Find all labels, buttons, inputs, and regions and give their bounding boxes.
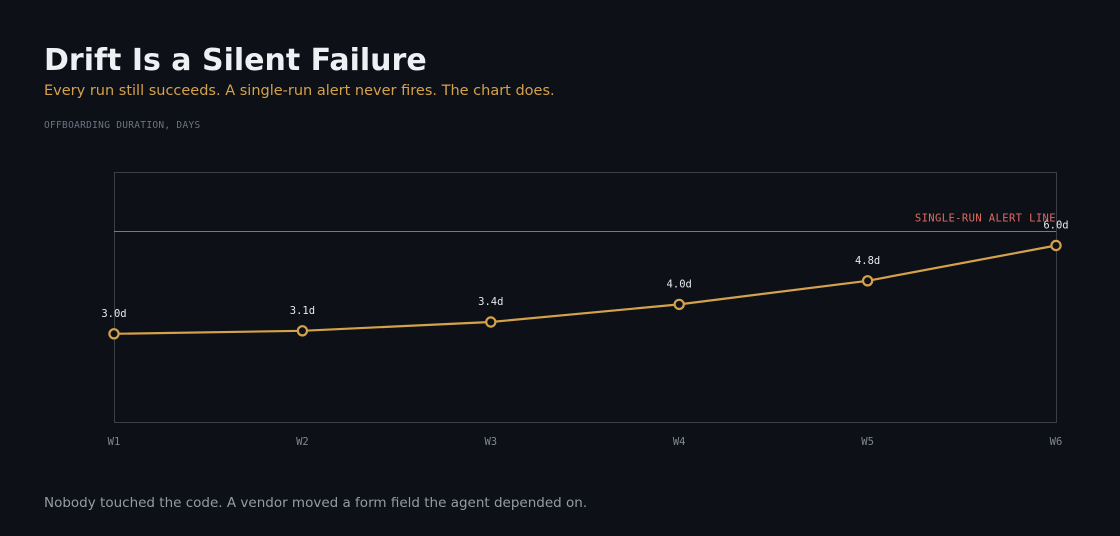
x-tick-label-w5: W5 (861, 436, 874, 448)
x-tick-label-w1: W1 (108, 436, 121, 448)
data-label-w2: 3.1d (290, 305, 315, 317)
chart-title: Drift Is a Silent Failure (44, 43, 427, 78)
data-label-w6: 6.0d (1043, 220, 1068, 232)
x-tick-label-w3: W3 (484, 436, 497, 448)
footer-note: Nobody touched the code. A vendor moved … (44, 495, 588, 511)
data-label-w1: 3.0d (101, 308, 126, 320)
data-label-w5: 4.8d (855, 255, 880, 267)
data-label-w3: 3.4d (478, 296, 503, 308)
data-point-w6 (1050, 239, 1062, 252)
x-tick-label-w6: W6 (1050, 436, 1063, 448)
data-point-w2 (296, 325, 309, 337)
data-point-w1 (108, 328, 120, 340)
x-tick-label-w4: W4 (673, 436, 686, 448)
plot-frame (114, 172, 1057, 423)
threshold-label: SINGLE-RUN ALERT LINE (915, 213, 1056, 225)
series-line (112, 244, 1058, 335)
data-point-w5 (861, 275, 874, 287)
data-point-w4 (673, 298, 685, 311)
x-tick-label-w2: W2 (296, 436, 309, 448)
y-axis-label: OFFBOARDING DURATION, DAYS (44, 120, 201, 131)
data-label-w4: 4.0d (667, 278, 692, 290)
chart-subtitle: Every run still succeeds. A single-run a… (44, 83, 555, 99)
data-point-w3 (485, 316, 497, 328)
